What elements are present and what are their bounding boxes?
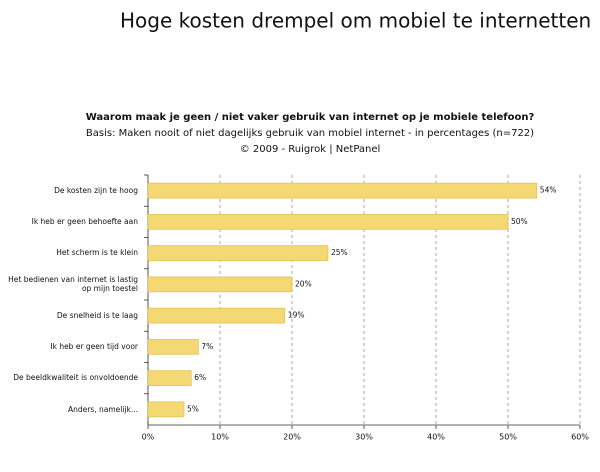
- bar: [147, 276, 293, 293]
- chart-title: Hoge kosten drempel om mobiel te interne…: [120, 9, 591, 33]
- category-label-box: De snelheid is te laag: [56, 310, 138, 320]
- value-label: 50%: [511, 217, 528, 226]
- bar: [147, 370, 192, 386]
- y-tick-label: Anders, namelijk...: [67, 404, 138, 414]
- y-tick-label: Ik heb er geen behoefte aan: [31, 217, 138, 227]
- x-tick-label: 60%: [571, 433, 589, 442]
- chart-subtitle: Waarom maak je geen / niet vaker gebruik…: [86, 112, 535, 123]
- y-tick-label: Het scherm is te klein: [56, 248, 138, 258]
- value-label: 20%: [295, 279, 312, 288]
- value-label: 25%: [331, 248, 348, 257]
- value-label: 5%: [187, 404, 199, 413]
- chart-subtitle: Basis: Maken nooit of niet dagelijks geb…: [86, 128, 534, 139]
- category-label-box: Anders, namelijk...: [67, 404, 138, 414]
- value-label: 54%: [540, 186, 557, 195]
- bar: [147, 401, 185, 418]
- x-tick-label: 10%: [211, 433, 229, 442]
- bar: [147, 214, 509, 230]
- y-tick-label: De snelheid is te laag: [56, 310, 138, 320]
- y-tick-label: Het bedienen van internet is lastig op m…: [8, 275, 138, 294]
- x-tick-label: 40%: [427, 433, 445, 442]
- category-label-box: Het bedienen van internet is lastig op m…: [8, 275, 138, 294]
- y-tick-label: De beeldkwaliteit is onvoldoende: [13, 373, 138, 383]
- y-tick-label: De kosten zijn te hoog: [54, 185, 138, 195]
- x-tick-label: 0%: [142, 433, 155, 442]
- x-tick-label: 30%: [355, 433, 373, 442]
- bar: [147, 245, 329, 261]
- category-label-box: Ik heb er geen behoefte aan: [31, 217, 138, 227]
- bar: [147, 182, 538, 199]
- value-label: 19%: [288, 311, 305, 320]
- value-label: 6%: [194, 373, 206, 382]
- category-label-box: De kosten zijn te hoog: [54, 185, 138, 195]
- category-label-box: Ik heb er geen tijd voor: [50, 342, 138, 352]
- bar: [147, 307, 286, 324]
- category-label-box: Het scherm is te klein: [56, 248, 138, 258]
- x-tick-label: 20%: [283, 433, 301, 442]
- bar: [147, 339, 199, 355]
- category-label-box: De beeldkwaliteit is onvoldoende: [13, 373, 138, 383]
- x-tick-label: 50%: [499, 433, 517, 442]
- value-label: 7%: [201, 342, 213, 351]
- chart-source: © 2009 - Ruigrok | NetPanel: [240, 144, 381, 155]
- y-tick-label: Ik heb er geen tijd voor: [50, 342, 138, 352]
